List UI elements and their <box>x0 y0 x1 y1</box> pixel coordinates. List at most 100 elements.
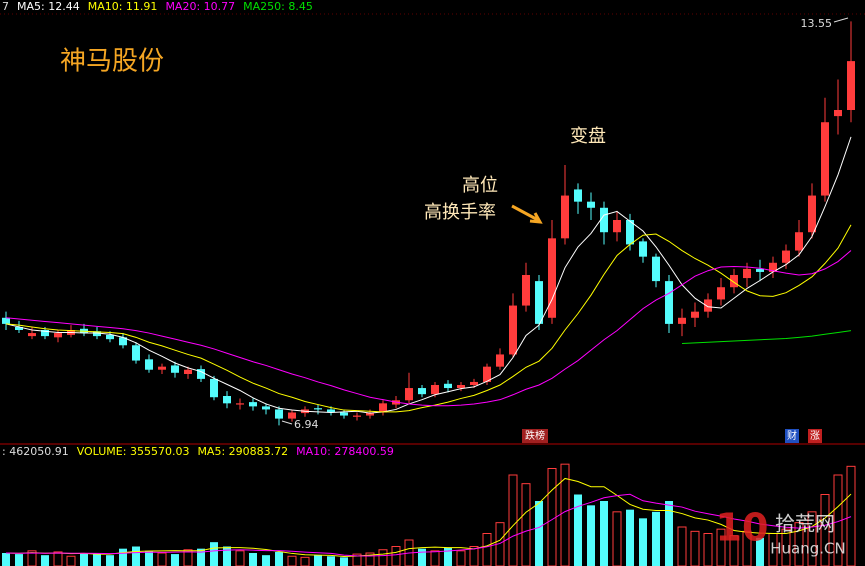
volume-bar <box>418 548 426 566</box>
volume-bar <box>781 528 791 566</box>
volume-bar <box>340 557 348 566</box>
volume-bar <box>210 542 218 566</box>
volume-bar <box>2 553 10 566</box>
candle-body <box>431 385 439 395</box>
legend-entry: : 462050.91 <box>2 445 69 458</box>
candle-body <box>340 412 348 416</box>
chart-title: 神马股份 <box>60 47 164 77</box>
volume-bar <box>574 494 582 566</box>
volume-bar <box>300 556 310 566</box>
candle-body <box>483 366 491 382</box>
candle-body <box>821 122 829 196</box>
volume-bar <box>535 501 543 566</box>
candle-body <box>509 305 517 355</box>
candle-body <box>756 268 764 272</box>
max-label: 13.55 <box>801 17 833 30</box>
candle-body <box>444 383 452 389</box>
volume-bar <box>262 555 270 566</box>
volume-bar <box>223 546 231 566</box>
volume-bar <box>391 546 401 566</box>
annotation: 高位 <box>462 175 498 196</box>
volume-bar <box>652 511 660 566</box>
candle-body <box>314 408 322 410</box>
ma-line <box>681 330 852 344</box>
volume-bar <box>80 553 88 566</box>
legend-entry: MA10: 11.91 <box>88 0 158 13</box>
candle-body <box>275 409 283 419</box>
volume-bar <box>703 533 713 566</box>
candle-body <box>626 220 634 245</box>
volume-bar <box>690 530 700 566</box>
price-legend: 7 MA5: 12.44 MA10: 11.91 MA20: 10.77 MA250: … <box>2 0 313 13</box>
ma-line <box>5 136 852 414</box>
volume-bar <box>430 550 440 566</box>
volume-bar <box>794 522 804 566</box>
candle-body <box>600 207 608 233</box>
candle-body <box>548 238 556 318</box>
volume-bar <box>327 556 335 566</box>
legend-entry: MA250: 8.45 <box>243 0 313 13</box>
volume-bar <box>846 465 856 566</box>
volume-bar <box>587 505 595 566</box>
volume-bar <box>378 549 388 566</box>
tag-box <box>522 429 548 443</box>
candle-body <box>782 250 790 263</box>
candle-body <box>119 337 127 346</box>
volume-bar <box>547 468 557 566</box>
tag-box <box>785 429 799 443</box>
volume-bar <box>314 555 322 566</box>
volume-bar <box>145 550 153 566</box>
candle-body <box>561 195 569 239</box>
legend-entry: MA5: 290883.72 <box>197 445 288 458</box>
candle-body <box>795 232 803 251</box>
ma-line <box>5 493 852 557</box>
candle-body <box>353 415 361 417</box>
candle-body <box>132 345 140 361</box>
candle-body <box>613 220 621 233</box>
volume-bar <box>235 550 245 566</box>
candle-body <box>197 369 205 379</box>
candle-body <box>405 388 413 401</box>
candle-body <box>587 201 595 208</box>
candle-body <box>54 333 62 338</box>
volume-bar <box>469 546 479 566</box>
candle-body <box>847 61 855 110</box>
legend-entry: VOLUME: 355570.03 <box>77 445 190 458</box>
volume-bar <box>729 535 739 566</box>
tag: 涨 <box>810 430 820 442</box>
candle-body <box>327 409 335 413</box>
min-arrow <box>281 420 293 425</box>
candle-body <box>470 381 478 385</box>
candle-body <box>691 311 699 318</box>
volume-bar <box>521 483 531 566</box>
volume-bar <box>287 555 297 566</box>
candle-body <box>665 281 673 324</box>
candle-body <box>2 317 10 324</box>
candle-body <box>158 366 166 370</box>
volume-bar <box>53 551 63 566</box>
legend-entry: MA20: 10.77 <box>165 0 235 13</box>
candle-body <box>249 402 257 407</box>
candle-body <box>574 189 582 202</box>
candle-body <box>522 275 530 306</box>
volume-bar <box>183 549 193 566</box>
candle-body <box>93 331 101 337</box>
watermark-url: Huang.CN <box>770 540 845 558</box>
legend-entry: MA5: 12.44 <box>17 0 80 13</box>
tag-box <box>808 429 822 443</box>
candle-body <box>808 195 816 233</box>
volume-bar <box>93 554 101 566</box>
volume-bar <box>639 518 647 566</box>
annotation-arrow <box>511 204 543 224</box>
volume-bar <box>820 494 830 566</box>
candle-body <box>678 317 686 324</box>
candle-body <box>496 354 504 367</box>
min-label: 6.94 <box>294 418 319 431</box>
volume-bar <box>626 509 634 566</box>
volume-bar <box>807 511 817 566</box>
candle-body <box>145 359 153 370</box>
annotation: 高换手率 <box>424 202 496 223</box>
volume-bar <box>66 555 76 566</box>
volume-bar <box>132 546 140 566</box>
legend-entry: MA10: 278400.59 <box>296 445 394 458</box>
